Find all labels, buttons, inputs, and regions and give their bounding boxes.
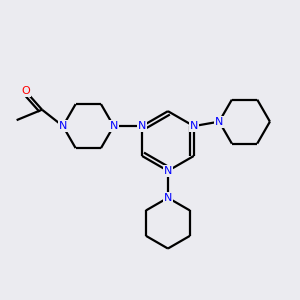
Text: O: O [21, 86, 30, 96]
Text: N: N [215, 117, 223, 127]
Text: N: N [164, 166, 172, 176]
Text: N: N [164, 193, 172, 203]
Text: N: N [190, 121, 198, 131]
Text: N: N [59, 121, 67, 131]
Text: N: N [110, 121, 118, 131]
Text: N: N [138, 121, 146, 131]
